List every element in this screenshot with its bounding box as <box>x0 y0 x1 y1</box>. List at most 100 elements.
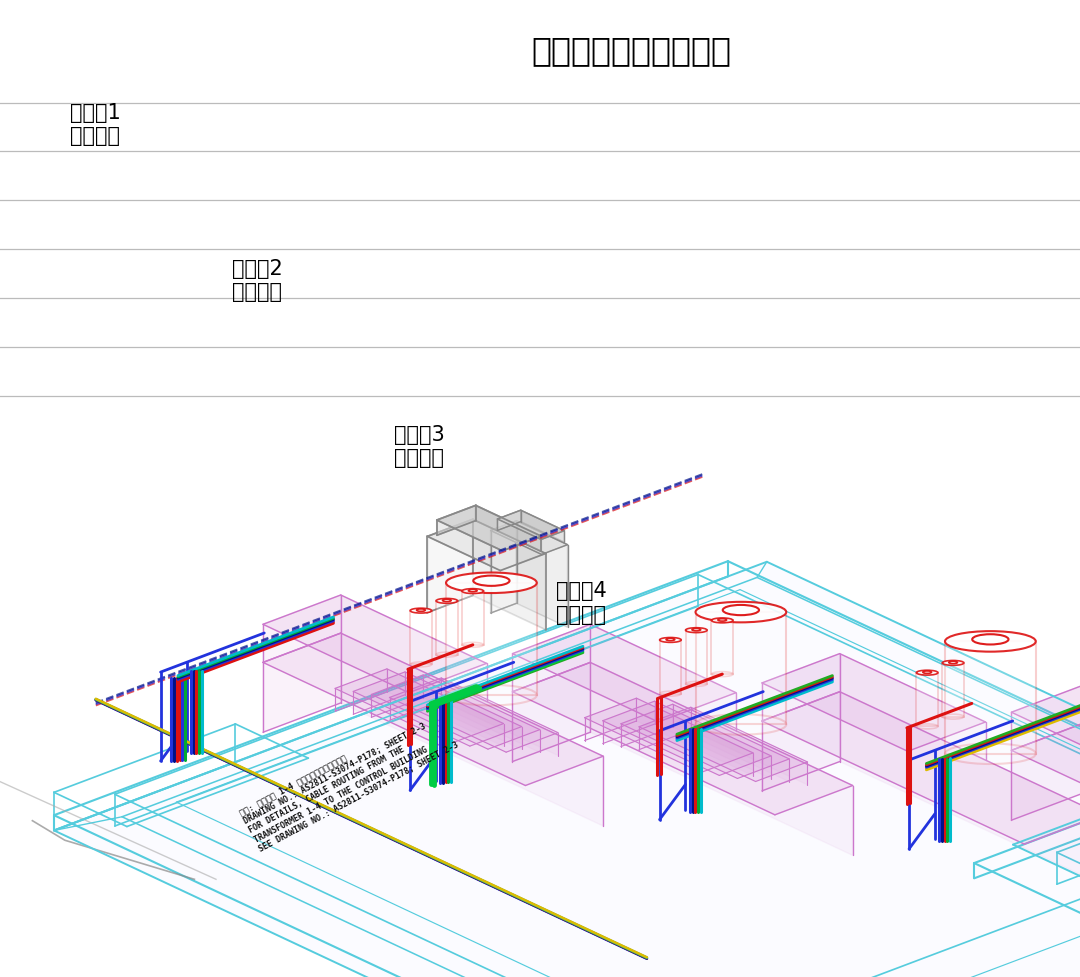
Polygon shape <box>584 699 636 741</box>
Polygon shape <box>436 505 541 551</box>
Polygon shape <box>673 704 789 782</box>
Ellipse shape <box>686 627 707 633</box>
Polygon shape <box>591 662 853 856</box>
Ellipse shape <box>972 634 1009 645</box>
Polygon shape <box>335 669 503 743</box>
Ellipse shape <box>942 714 963 719</box>
Ellipse shape <box>723 605 759 616</box>
Polygon shape <box>387 669 503 746</box>
Polygon shape <box>762 692 840 791</box>
Polygon shape <box>762 654 840 721</box>
Polygon shape <box>512 662 853 815</box>
Text: 变压器4
电缆黄色: 变压器4 电缆黄色 <box>556 581 607 624</box>
Text: 变压器2
电缆绿色: 变压器2 电缆绿色 <box>232 259 283 302</box>
Polygon shape <box>621 704 673 746</box>
Bar <box>410 611 432 664</box>
Polygon shape <box>762 654 986 751</box>
Ellipse shape <box>686 682 707 686</box>
Bar <box>462 591 484 645</box>
Polygon shape <box>512 624 737 722</box>
Polygon shape <box>423 675 540 752</box>
Polygon shape <box>436 505 475 535</box>
Ellipse shape <box>462 643 484 648</box>
Bar <box>712 620 733 674</box>
Polygon shape <box>264 595 341 662</box>
Ellipse shape <box>718 618 727 621</box>
Ellipse shape <box>436 653 458 658</box>
Bar <box>686 630 707 684</box>
Polygon shape <box>512 662 591 762</box>
Polygon shape <box>114 574 1080 977</box>
Ellipse shape <box>696 714 786 735</box>
Polygon shape <box>442 678 558 755</box>
Polygon shape <box>390 678 442 720</box>
Ellipse shape <box>469 589 477 592</box>
Bar <box>660 640 681 694</box>
Ellipse shape <box>410 608 432 614</box>
Polygon shape <box>490 521 568 555</box>
Polygon shape <box>390 678 558 752</box>
Bar <box>916 672 937 727</box>
Ellipse shape <box>473 575 510 586</box>
Polygon shape <box>372 675 423 717</box>
Polygon shape <box>54 561 1080 977</box>
Polygon shape <box>636 699 753 776</box>
Ellipse shape <box>446 685 537 705</box>
Bar <box>945 641 1036 754</box>
Polygon shape <box>428 520 545 571</box>
Polygon shape <box>621 704 789 779</box>
Polygon shape <box>54 724 309 827</box>
Polygon shape <box>1011 721 1080 821</box>
Ellipse shape <box>712 617 733 623</box>
Polygon shape <box>264 595 486 693</box>
Polygon shape <box>490 521 516 614</box>
Ellipse shape <box>417 609 426 612</box>
Polygon shape <box>603 701 771 776</box>
Polygon shape <box>639 707 808 782</box>
Polygon shape <box>762 692 1080 844</box>
Polygon shape <box>691 707 808 785</box>
Ellipse shape <box>436 598 458 603</box>
Text: 变压器1
电缆红色: 变压器1 电缆红色 <box>70 103 121 146</box>
Polygon shape <box>264 633 341 733</box>
Polygon shape <box>335 669 387 711</box>
Polygon shape <box>428 520 473 613</box>
Polygon shape <box>353 672 522 746</box>
Polygon shape <box>1011 683 1080 781</box>
Ellipse shape <box>922 671 932 673</box>
Polygon shape <box>473 520 545 629</box>
Polygon shape <box>1011 721 1080 873</box>
Polygon shape <box>1011 683 1080 750</box>
Bar <box>696 612 786 725</box>
Polygon shape <box>516 521 568 627</box>
Polygon shape <box>521 510 565 542</box>
Bar <box>436 601 458 655</box>
Polygon shape <box>1056 755 1080 956</box>
Text: 变压器3
电缆青色: 变压器3 电缆青色 <box>394 425 445 468</box>
Polygon shape <box>584 699 753 773</box>
Polygon shape <box>341 633 603 827</box>
Polygon shape <box>498 510 565 539</box>
Ellipse shape <box>660 637 681 643</box>
Ellipse shape <box>712 672 733 676</box>
Polygon shape <box>840 654 986 760</box>
Polygon shape <box>512 624 591 692</box>
Polygon shape <box>603 701 654 743</box>
Ellipse shape <box>462 588 484 594</box>
Polygon shape <box>475 505 541 551</box>
Ellipse shape <box>443 599 451 602</box>
Text: 注释: 此变压器 1-4 变频绕线型电缆敷设总图
DRAWING NO.: AS2811-S3074-P178; SHEET 2-3
FOR DETAILS, : 注释: 此变压器 1-4 变频绕线型电缆敷设总图 DRAWING NO.: AS… <box>238 703 460 854</box>
Bar <box>446 582 537 696</box>
Ellipse shape <box>948 661 958 663</box>
Ellipse shape <box>410 662 432 666</box>
Polygon shape <box>591 624 737 731</box>
Ellipse shape <box>942 660 963 665</box>
Ellipse shape <box>660 692 681 696</box>
Ellipse shape <box>945 631 1036 652</box>
Polygon shape <box>341 595 486 701</box>
Text: 变压器中压电缆等效图: 变压器中压电缆等效图 <box>531 34 732 67</box>
Polygon shape <box>654 701 771 779</box>
Ellipse shape <box>945 743 1036 764</box>
Polygon shape <box>405 672 522 749</box>
Polygon shape <box>353 672 405 714</box>
